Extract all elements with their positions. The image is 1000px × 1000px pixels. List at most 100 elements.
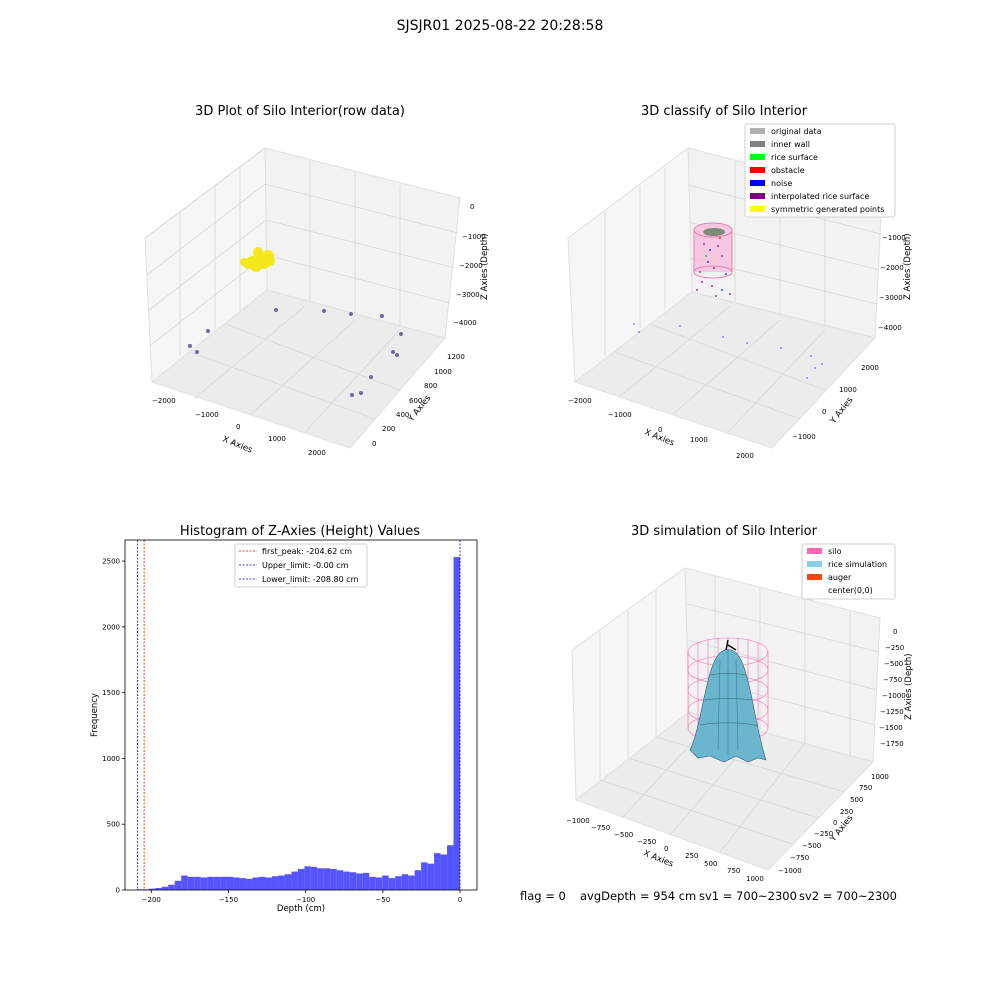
plot1-y-tick: 800 — [424, 382, 437, 390]
plot2-legend: original data inner wall rice surface ob… — [744, 123, 896, 218]
histogram-bar — [356, 873, 363, 890]
plot4-y-tick: −250 — [814, 830, 833, 838]
plot1-z-label: Z Axies (Depth) — [480, 233, 490, 300]
histogram-bar — [395, 876, 402, 890]
histogram-x-label: Depth (cm) — [277, 904, 325, 914]
plot4-auger — [725, 639, 737, 651]
plot2-legend-swatch — [750, 141, 765, 147]
plot2-inner-wall-cap — [703, 228, 725, 236]
histogram-bar — [362, 872, 370, 890]
plot4-legend-box — [801, 543, 896, 600]
plot4-legend-label: auger — [828, 573, 852, 582]
plot1-x-tick: 0 — [236, 423, 240, 431]
plot2-silo-cylinder — [693, 222, 733, 279]
plot4-z-tick: −1500 — [879, 724, 903, 732]
histogram-bar — [220, 876, 227, 890]
plot4-x-tick: −1000 — [566, 817, 590, 825]
plot4-y-tick: 1000 — [871, 773, 889, 781]
status-sv1: sv1 = 700~2300 — [699, 889, 797, 903]
histogram-bar — [278, 875, 285, 890]
plot4-y-tick: −500 — [802, 842, 821, 850]
histogram-bar — [271, 876, 279, 890]
plot2-floor-pane — [573, 291, 876, 449]
plot1-z-tick: −4000 — [453, 319, 477, 327]
plot2-legend-swatch — [750, 193, 765, 199]
histogram-x-tick-label: −50 — [375, 896, 390, 904]
histogram-x-tick-label: −200 — [142, 896, 161, 904]
plot2-x-ticks: −2000 −1000 0 1000 2000 — [568, 397, 754, 460]
plot4-z-tick: −500 — [884, 660, 903, 668]
plot4-z-tick: −250 — [885, 644, 904, 652]
histogram-bar — [200, 877, 208, 890]
histogram-y-tick-label: 2500 — [102, 558, 120, 566]
plot2-z-tick: −4000 — [878, 324, 902, 332]
histogram-legend-label: Upper_limit: -0.00 cm — [262, 561, 349, 570]
plot1-z-ticks: 0 −1000 −2000 −3000 −4000 — [453, 203, 486, 327]
plot1-grid — [144, 147, 459, 433]
plot2-z-tick: −2000 — [880, 264, 904, 272]
histogram-x-tick-label: −150 — [219, 896, 238, 904]
plot1-x-tick: 1000 — [268, 435, 286, 443]
histogram-bar — [447, 845, 454, 890]
histogram-bar — [369, 876, 376, 890]
plot4-x-label: X Axies — [642, 849, 675, 870]
plot1-y-tick: 200 — [382, 425, 395, 433]
plot2-legend-box — [744, 123, 896, 218]
plot4-x-tick: 750 — [727, 867, 740, 875]
plot4-legend-label: center(0,0) — [828, 586, 873, 595]
plot1-x-label: X Axies — [221, 435, 254, 456]
plot2-points — [633, 237, 823, 379]
histogram-bar — [297, 868, 305, 890]
histogram-bar — [349, 872, 357, 890]
plot4-z-tick: 0 — [893, 628, 897, 636]
histogram-bar — [155, 888, 162, 890]
histogram-bar — [213, 876, 221, 890]
histogram-y-tick-label: 1000 — [102, 755, 120, 763]
plot2-x-tick: −1000 — [608, 411, 632, 419]
histogram-bar — [174, 880, 182, 890]
plot1-scatter-points — [188, 308, 403, 397]
histogram-title: Histogram of Z-Axies (Height) Values — [179, 524, 421, 539]
plot2-y-tick: 2000 — [861, 364, 879, 372]
histogram-bar — [440, 854, 448, 890]
figure-title: SJSJR01 2025-08-22 20:28:58 — [396, 18, 604, 34]
histogram-bar — [304, 866, 311, 890]
histogram-bar — [265, 877, 272, 890]
histogram-bar — [343, 871, 350, 890]
plot2-z-tick: −1000 — [882, 234, 906, 242]
histogram-legend: first_peak: -204.62 cm Upper_limit: -0.0… — [234, 543, 368, 588]
plot4-x-tick: 0 — [664, 845, 668, 853]
plot4-z-tick: −750 — [883, 676, 902, 684]
plot2-y-tick: −1000 — [792, 433, 816, 441]
histogram-bar — [284, 874, 292, 890]
histogram-bar — [310, 866, 318, 890]
histogram-axes-frame — [124, 539, 478, 891]
plot4-legend-swatch — [807, 548, 822, 554]
plot1-x-tick: −1000 — [195, 411, 219, 419]
histogram-bar — [382, 875, 389, 890]
plot4-legend-label: silo — [828, 547, 842, 556]
histogram-bar — [323, 868, 331, 890]
plot4-y-tick: −1000 — [778, 867, 802, 875]
plot2-z-tick: −3000 — [879, 294, 903, 302]
plot2-y-tick: 0 — [822, 408, 826, 416]
histogram-bar — [336, 870, 344, 890]
plot4-y-tick: −750 — [790, 854, 809, 862]
histogram-bar — [168, 884, 175, 890]
plot4-x-ticks: −1000 −750 −500 −250 0 250 500 750 1000 — [566, 817, 764, 883]
plot1-x-ticks: −2000 −1000 0 1000 2000 — [152, 397, 326, 457]
plot1-y-ticks: 0 200 400 600 800 1000 1200 — [372, 353, 465, 448]
histogram-bar — [421, 862, 428, 890]
plot2-legend-label: rice surface — [771, 153, 818, 162]
plot2-legend-label: interpolated rice surface — [771, 192, 869, 201]
histogram-bar — [401, 874, 409, 890]
histogram-bar — [375, 877, 383, 890]
plot4-legend-swatch — [807, 574, 822, 580]
status-sv2: sv2 = 700~2300 — [799, 889, 897, 903]
histogram-bar — [259, 876, 266, 890]
histogram-legend-box — [234, 543, 368, 588]
plot4-y-tick: 0 — [833, 819, 837, 827]
plot4-y-tick: 500 — [850, 796, 863, 804]
plot2-legend-swatch — [750, 206, 765, 212]
plot4-x-tick: −250 — [637, 838, 656, 846]
